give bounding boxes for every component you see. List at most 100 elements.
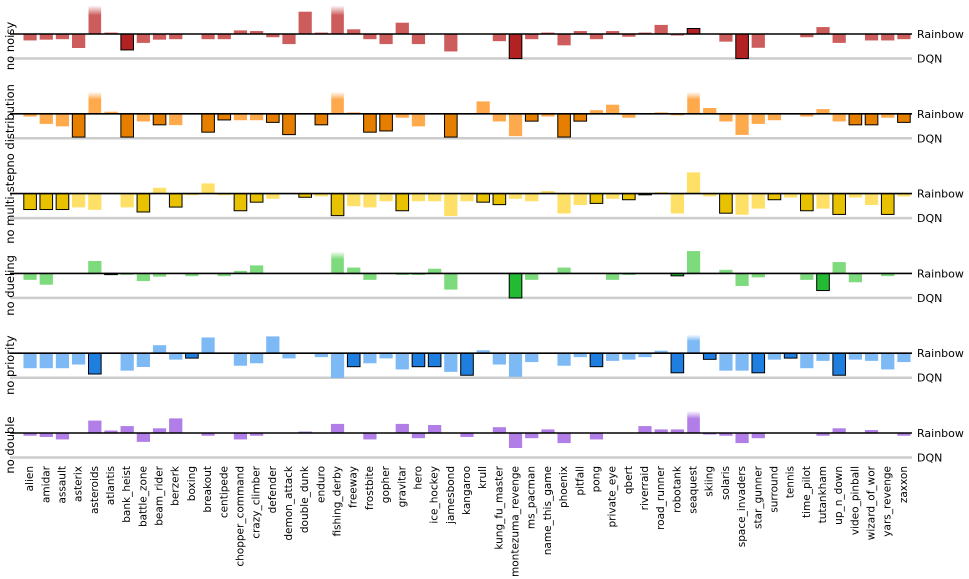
bar-frostbite: [363, 273, 377, 280]
rainbow-label: Rainbow: [917, 108, 964, 121]
bar-gravitar: [395, 193, 410, 212]
x-tick-label: krull: [477, 466, 489, 489]
x-tick-label: ice_hockey: [429, 466, 441, 524]
x-tick-label: asterix: [73, 466, 85, 502]
bar-amidar: [39, 113, 53, 124]
bar-breakout: [201, 113, 215, 133]
bar-asterix: [72, 33, 86, 49]
x-tick-label: atlantis: [105, 466, 117, 505]
bar-time_pilot: [800, 273, 814, 280]
x-tick-label: amidar: [40, 465, 52, 503]
x-tick-label: qbert: [623, 466, 635, 494]
x-tick-label: centipede: [218, 466, 230, 518]
bar-jamesbond: [444, 352, 458, 372]
bar-amidar: [39, 193, 54, 211]
bar-space_invaders: [735, 33, 749, 59]
bar-fishing_derby: [330, 352, 345, 379]
x-tick-label: star_gunner: [752, 465, 764, 529]
bar-asterix: [72, 352, 86, 365]
bar-asteroids: [88, 91, 102, 114]
dqn-label: DQN: [917, 452, 942, 465]
bar-kung_fu_master: [492, 193, 507, 206]
x-tick-label: up_n_down: [833, 466, 845, 525]
x-tick-label: ms_pacman: [526, 466, 538, 529]
bar-beam_rider: [152, 187, 167, 194]
bar-alien: [23, 352, 37, 369]
bar-private_eye: [606, 273, 620, 280]
bar-solaris: [719, 113, 733, 122]
bar-kung_fu_master: [492, 427, 506, 434]
x-tick-label: fishing_derby: [332, 466, 344, 537]
bar-time_pilot: [800, 352, 814, 369]
bar-asteroids: [88, 260, 102, 274]
bar-up_n_down: [832, 262, 846, 274]
x-tick-label: gravitar: [396, 465, 408, 507]
bar-space_invaders: [735, 193, 749, 215]
x-tick-label: frostbite: [364, 466, 376, 510]
bar-montezuma_revenge: [508, 33, 523, 59]
bar-star_gunner: [751, 33, 765, 48]
x-axis-labels: alien amidar assault asterix asteroids atlant…: [24, 465, 910, 577]
bar-bank_heist: [120, 33, 134, 51]
x-tick-label: surround: [768, 466, 780, 513]
x-tick-label: crazy_climber: [251, 465, 263, 538]
bar-zaxxon: [897, 352, 911, 363]
bar-assault: [55, 352, 70, 369]
panel-no-dueling: Rainbow DQN no dueling: [3, 251, 964, 316]
bar-fishing_derby: [330, 423, 345, 434]
x-tick-label: boxing: [186, 466, 198, 501]
x-tick-label: riverraid: [639, 466, 651, 510]
bar-fishing_derby: [331, 91, 344, 114]
bar-up_n_down: [832, 113, 846, 122]
bar-star_gunner: [751, 113, 765, 124]
x-tick-label: tennis: [785, 466, 797, 498]
x-tick-label: demon_attack: [283, 465, 295, 541]
bar-video_pinball: [848, 352, 862, 360]
rainbow-label: Rainbow: [917, 427, 964, 440]
x-tick-label: breakout: [202, 466, 214, 513]
x-tick-label: montezuma_revenge: [510, 466, 522, 577]
bar-assault: [55, 432, 70, 440]
bar-yars_revenge: [881, 33, 895, 41]
bar-montezuma_revenge: [508, 272, 523, 299]
x-tick-label: kung_fu_master: [493, 465, 505, 549]
bar-beam_rider: [152, 113, 167, 126]
bar-kung_fu_master: [492, 352, 506, 365]
bar-solaris: [719, 193, 733, 214]
bar-fishing_derby: [330, 193, 345, 217]
bar-amidar: [39, 273, 53, 285]
x-tick-label: battle_zone: [137, 466, 149, 527]
dqn-label: DQN: [917, 292, 942, 305]
bar-breakout: [201, 337, 215, 354]
bar-wizard_of_wor: [864, 113, 879, 126]
panel-label: no priority: [3, 335, 17, 395]
bar-kangaroo: [460, 193, 474, 202]
bar-up_n_down: [832, 352, 846, 376]
bar-video_pinball: [848, 273, 862, 283]
panel-no-distribution: Rainbow DQN no distribution: [3, 84, 964, 168]
bar-asteroids: [88, 420, 102, 434]
x-tick-label: time_pilot: [801, 466, 813, 518]
bar-skiing: [702, 352, 717, 360]
bar-yars_revenge: [880, 193, 895, 215]
bar-bank_heist: [120, 193, 134, 208]
bar-qbert: [622, 352, 636, 360]
bar-tutankham: [816, 272, 830, 292]
x-tick-label: double_dunk: [299, 465, 311, 533]
bar-phoenix: [557, 113, 571, 138]
bar-gopher: [379, 113, 393, 132]
panel-no-double: Rainbow DQN no double: [3, 411, 964, 474]
x-tick-label: road_runner: [655, 465, 667, 530]
bar-battle_zone: [136, 193, 151, 213]
x-tick-label: video_pinball: [849, 466, 861, 535]
bar-berzerk: [169, 113, 183, 126]
bar-bank_heist: [120, 352, 134, 371]
bar-seaquest: [687, 334, 700, 354]
bar-gopher: [379, 193, 393, 202]
bar-bank_heist: [120, 113, 134, 138]
x-tick-label: pitfall: [574, 466, 586, 496]
bar-kangaroo: [460, 352, 474, 376]
bar-defender: [266, 113, 280, 123]
